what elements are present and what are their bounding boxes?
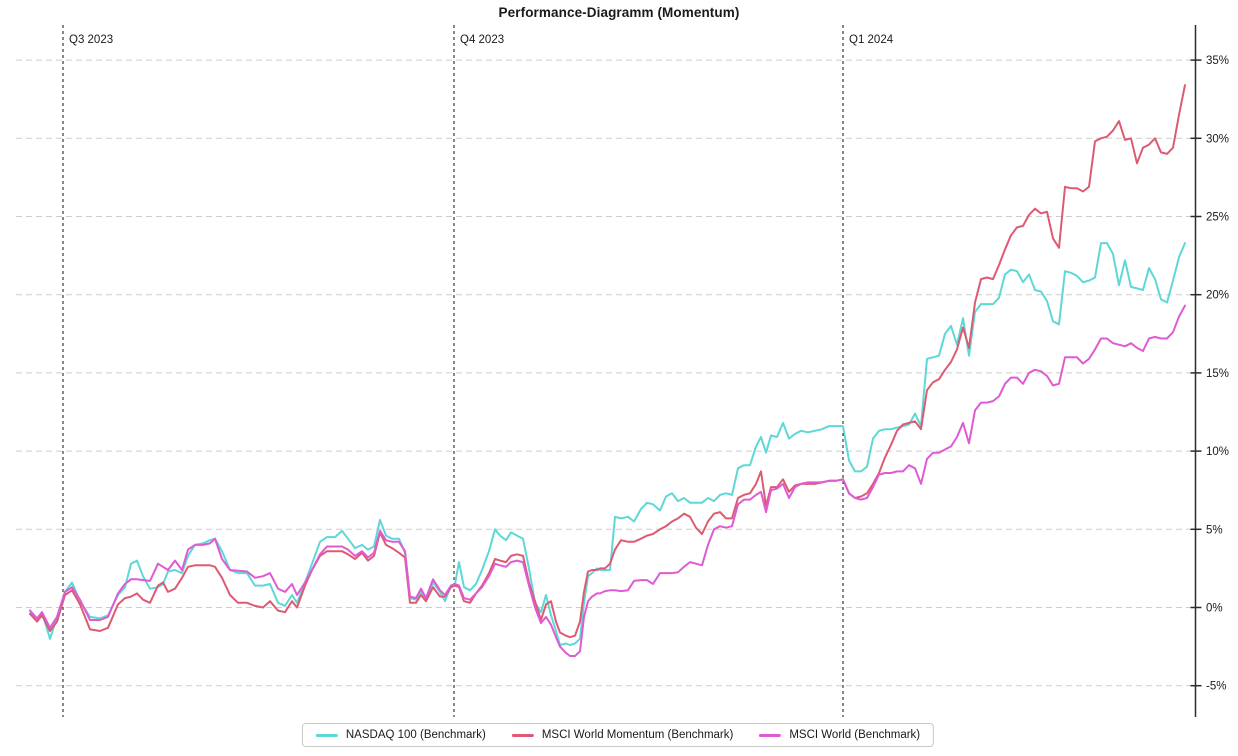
y-tick-label: -5% — [1206, 681, 1226, 693]
y-axis-labels: 35% 30% 25% 20% 15% 10% 5% 0% -5% — [1206, 55, 1229, 693]
quarter-marker-lines — [62, 25, 844, 717]
y-tick-label: 15% — [1206, 368, 1229, 380]
legend-line-swatch — [315, 733, 338, 737]
legend-entry: MSCI World Momentum (Benchmark) — [511, 729, 734, 741]
chart-legend: NASDAQ 100 (Benchmark) MSCI World Moment… — [301, 723, 935, 747]
quarter-label: Q1 2024 — [849, 34, 894, 46]
legend-label: MSCI World (Benchmark) — [789, 729, 921, 741]
y-tick-label: 10% — [1206, 446, 1229, 458]
series-line — [29, 242, 1186, 646]
y-tick-label: 20% — [1206, 290, 1229, 302]
y-tick-label: 5% — [1206, 524, 1223, 536]
legend-label: MSCI World Momentum (Benchmark) — [541, 729, 734, 741]
legend-entry: MSCI World (Benchmark) — [759, 729, 920, 741]
legend-entry: NASDAQ 100 (Benchmark) — [315, 729, 486, 741]
legend-line-swatch — [759, 733, 782, 737]
y-tick-label: 25% — [1206, 212, 1229, 224]
series-line — [29, 304, 1186, 657]
quarter-label: Q4 2023 — [460, 34, 504, 46]
legend-label: NASDAQ 100 (Benchmark) — [345, 729, 486, 741]
chart-title: Performance-Diagramm (Momentum) — [498, 5, 740, 20]
quarter-label: Q3 2023 — [69, 34, 113, 46]
quarter-labels: Q3 2023 Q4 2023 Q1 2024 — [69, 34, 894, 46]
series-line — [29, 84, 1186, 639]
y-tick-label: 0% — [1206, 603, 1223, 615]
legend-line-swatch — [511, 733, 534, 737]
y-tick-label: 30% — [1206, 133, 1229, 145]
series-lines — [29, 84, 1186, 657]
y-tick-label: 35% — [1206, 55, 1229, 67]
y-axis-ticks — [1190, 59, 1202, 687]
